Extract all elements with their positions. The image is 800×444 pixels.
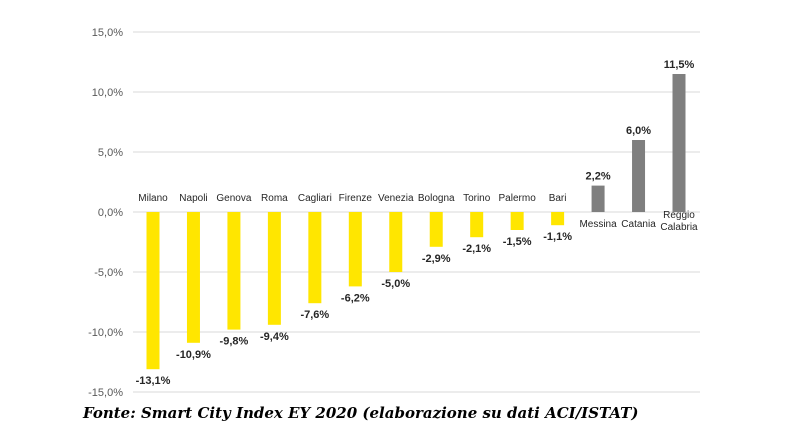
category-label: Reggio <box>663 210 695 221</box>
data-label: -2,1% <box>462 243 491 255</box>
category-label: Napoli <box>179 193 207 204</box>
category-label: Bari <box>549 193 567 204</box>
data-label: -1,1% <box>543 231 572 243</box>
data-label: -9,4% <box>260 331 289 343</box>
bar <box>429 212 443 247</box>
category-label: Cagliari <box>298 193 332 204</box>
data-label: -13,1% <box>136 375 171 387</box>
data-label: 11,5% <box>664 59 695 71</box>
data-label: -6,2% <box>341 292 370 304</box>
y-tick-label: 0,0% <box>98 207 123 219</box>
source-caption: Fonte: Smart City Index EY 2020 (elabora… <box>83 404 639 422</box>
category-label: Bologna <box>418 193 455 204</box>
data-label: -5,0% <box>381 278 410 290</box>
y-tick-label: 15,0% <box>92 27 123 39</box>
data-label: 6,0% <box>626 125 651 137</box>
y-tick-label: -5,0% <box>94 267 123 279</box>
data-label: -1,5% <box>503 236 532 248</box>
bar <box>348 212 362 287</box>
category-label: Catania <box>621 219 656 230</box>
bar <box>510 212 524 230</box>
category-label: Roma <box>261 193 288 204</box>
bar <box>551 212 565 226</box>
data-label: 2,2% <box>586 171 611 183</box>
bar <box>308 212 322 304</box>
y-tick-label: -15,0% <box>88 387 123 399</box>
bar <box>389 212 403 272</box>
y-tick-label: -10,0% <box>88 327 123 339</box>
data-label: -10,9% <box>176 349 211 361</box>
bar <box>591 185 605 212</box>
category-label: Venezia <box>378 193 414 204</box>
bar <box>227 212 241 330</box>
category-label: Calabria <box>660 222 698 233</box>
data-label: -9,8% <box>220 336 249 348</box>
category-label: Milano <box>138 193 168 204</box>
y-tick-label: 5,0% <box>98 147 123 159</box>
category-label: Firenze <box>339 193 373 204</box>
data-label: -7,6% <box>300 309 329 321</box>
bar <box>672 74 686 212</box>
category-label: Palermo <box>499 193 537 204</box>
category-label: Genova <box>216 193 251 204</box>
category-label: Torino <box>463 193 491 204</box>
bar <box>470 212 484 238</box>
bar <box>186 212 200 343</box>
y-tick-label: 10,0% <box>92 87 123 99</box>
data-label: -2,9% <box>422 253 451 265</box>
bar <box>267 212 281 325</box>
bar-chart: 15,0% 10,0% 5,0% 0,0% -5,0% -10,0% -15,0% Milan… <box>88 27 700 399</box>
bar <box>146 212 160 370</box>
bar <box>632 140 646 212</box>
category-label: Messina <box>579 219 617 230</box>
